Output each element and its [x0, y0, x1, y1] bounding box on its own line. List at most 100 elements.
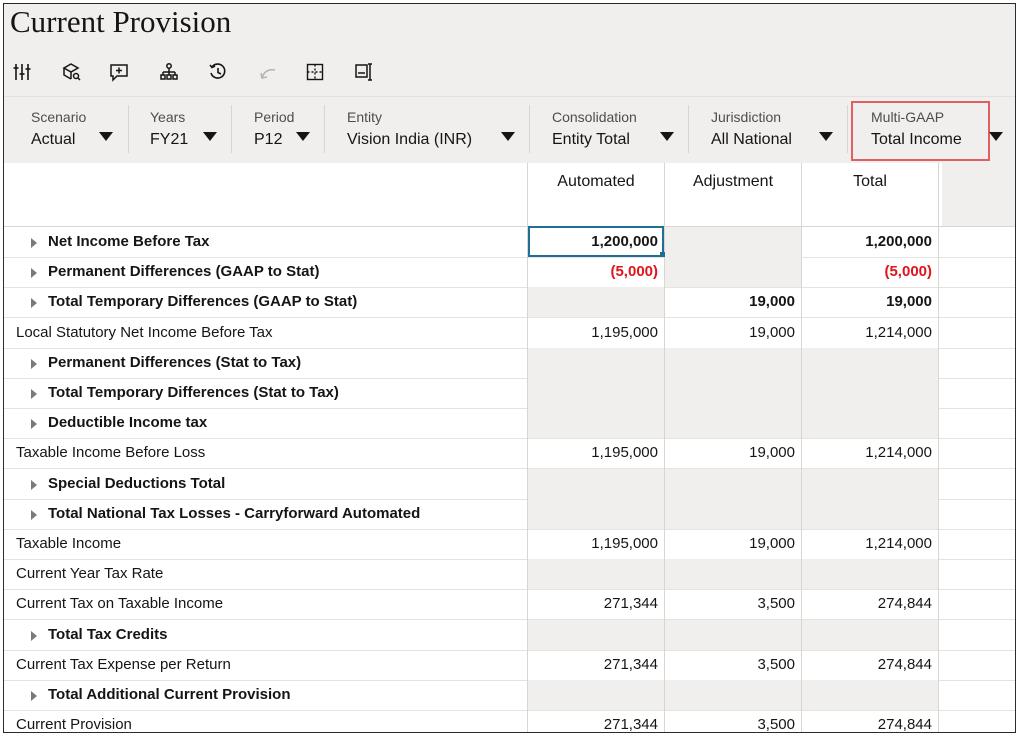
cell-adjustment[interactable] [665, 469, 795, 499]
cell-automated[interactable] [528, 408, 658, 438]
form-layout-icon[interactable] [352, 60, 376, 84]
cell-adjustment[interactable] [665, 559, 795, 589]
cell-total[interactable]: 19,000 [886, 293, 932, 311]
pov-period-value[interactable]: P12 [254, 131, 283, 148]
row-label: Local Statutory Net Income Before Tax [16, 323, 273, 341]
cell-automated[interactable]: 1,195,000 [591, 444, 658, 462]
cell-automated[interactable] [528, 348, 658, 378]
cell-automated[interactable] [528, 499, 658, 529]
pov-jurisdiction[interactable]: Jurisdiction All National [711, 108, 792, 150]
cell-automated[interactable]: 271,344 [603, 655, 658, 673]
adjust-sliders-icon[interactable] [10, 60, 34, 84]
comment-icon[interactable] [107, 60, 131, 84]
cell-total[interactable] [802, 559, 932, 589]
cell-total[interactable]: 274,844 [877, 595, 932, 613]
cell-automated[interactable]: 1,195,000 [591, 535, 658, 552]
cell-total[interactable]: 1,200,000 [865, 233, 932, 250]
cell-automated[interactable]: 1,200,000 [591, 233, 658, 250]
expand-triangle-icon[interactable] [31, 238, 37, 248]
cell-adjustment[interactable]: 3,500 [757, 595, 795, 613]
cell-automated[interactable] [528, 620, 658, 650]
expand-triangle-icon[interactable] [31, 389, 37, 399]
pov-consolidation-value[interactable]: Entity Total [552, 131, 630, 148]
cell-adjustment[interactable] [665, 680, 795, 710]
cube-search-icon[interactable] [59, 60, 83, 84]
expand-triangle-icon[interactable] [31, 268, 37, 279]
chevron-down-icon[interactable] [203, 132, 217, 141]
selected-cell[interactable] [528, 226, 664, 257]
cell-adjustment[interactable]: 19,000 [749, 535, 795, 552]
expand-triangle-icon[interactable] [31, 691, 37, 701]
row-label: Taxable Income Before Loss [16, 444, 206, 462]
pov-scenario[interactable]: Scenario Actual [31, 108, 86, 150]
cell-adjustment[interactable] [665, 348, 795, 378]
cell-adjustment[interactable] [665, 408, 795, 438]
pov-years-value[interactable]: FY21 [150, 131, 189, 148]
empty-cell-shade [802, 619, 938, 650]
cell-adjustment[interactable] [665, 227, 795, 257]
pov-scenario-value[interactable]: Actual [31, 131, 76, 148]
pov-years[interactable]: Years FY21 [150, 108, 188, 150]
pov-period[interactable]: Period P12 [254, 108, 294, 150]
cell-total[interactable] [802, 680, 932, 710]
pov-separator [324, 105, 325, 153]
table-row: Taxable Income 1,195,000 19,000 1,214,000 [4, 529, 1015, 560]
chevron-down-icon[interactable] [99, 132, 113, 141]
grid-header-rule [4, 163, 1015, 227]
cell-adjustment[interactable]: 19,000 [749, 293, 795, 311]
row-label: Current Tax Expense per Return [16, 655, 231, 673]
cell-total[interactable]: 1,214,000 [865, 444, 932, 462]
grid-select-icon[interactable] [303, 60, 327, 84]
chevron-down-icon[interactable] [660, 132, 674, 141]
cell-automated[interactable] [528, 287, 658, 317]
cell-automated[interactable] [528, 559, 658, 589]
expand-triangle-icon[interactable] [31, 298, 37, 309]
expand-triangle-icon[interactable] [31, 630, 37, 641]
cell-total[interactable] [802, 348, 932, 378]
pov-jurisdiction-value[interactable]: All National [711, 131, 792, 148]
cell-adjustment[interactable]: 19,000 [749, 323, 795, 341]
cell-adjustment[interactable] [665, 378, 795, 408]
cell-total[interactable] [802, 469, 932, 499]
chevron-down-icon[interactable] [989, 132, 1003, 141]
cell-total[interactable] [802, 620, 932, 650]
cell-adjustment[interactable] [665, 499, 795, 529]
cell-automated[interactable] [528, 378, 658, 408]
cell-automated[interactable]: (5,000) [610, 263, 658, 281]
cell-automated[interactable] [528, 680, 658, 710]
cell-adjustment[interactable] [665, 620, 795, 650]
cell-fill-handle[interactable] [660, 252, 665, 257]
pov-multigaap[interactable]: Multi-GAAP Total Income [871, 108, 962, 150]
cell-total[interactable]: 274,844 [877, 655, 932, 673]
hierarchy-icon[interactable] [157, 60, 181, 84]
expand-triangle-icon[interactable] [31, 479, 37, 490]
cell-automated[interactable]: 271,344 [603, 595, 658, 613]
cell-total[interactable] [802, 408, 932, 438]
cell-automated[interactable]: 1,195,000 [591, 323, 658, 341]
pov-period-label: Period [254, 109, 295, 125]
cell-total[interactable] [802, 378, 932, 408]
cell-total[interactable]: 274,844 [877, 716, 932, 733]
cell-total[interactable]: (5,000) [884, 263, 932, 281]
cell-adjustment[interactable]: 19,000 [749, 444, 795, 462]
cell-adjustment[interactable]: 3,500 [757, 716, 795, 733]
cell-automated[interactable] [528, 469, 658, 499]
pov-consolidation[interactable]: Consolidation Entity Total [552, 108, 637, 150]
chevron-down-icon[interactable] [501, 132, 515, 141]
chevron-down-icon[interactable] [296, 132, 310, 141]
column-divider [664, 163, 665, 732]
cell-total[interactable]: 1,214,000 [865, 323, 932, 341]
expand-triangle-icon[interactable] [31, 358, 37, 369]
expand-triangle-icon[interactable] [31, 419, 37, 430]
cell-adjustment[interactable]: 3,500 [757, 655, 795, 673]
pov-multigaap-value[interactable]: Total Income [871, 131, 962, 148]
history-icon[interactable] [206, 60, 230, 84]
pov-entity-value[interactable]: Vision India (INR) [347, 131, 473, 148]
chevron-down-icon[interactable] [819, 132, 833, 141]
cell-total[interactable] [802, 499, 932, 529]
cell-adjustment[interactable] [665, 257, 795, 287]
expand-triangle-icon[interactable] [31, 509, 37, 520]
cell-total[interactable]: 1,214,000 [865, 535, 932, 552]
pov-entity[interactable]: Entity Vision India (INR) [347, 108, 472, 150]
cell-automated[interactable]: 271,344 [603, 716, 658, 733]
